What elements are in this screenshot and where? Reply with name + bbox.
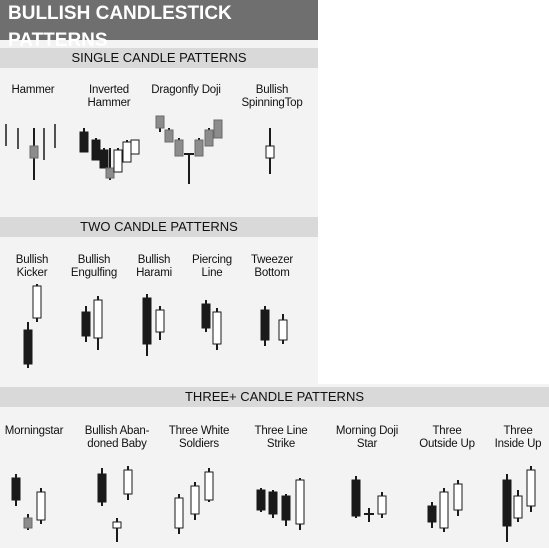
candle-body [174, 497, 184, 529]
label-tweezer-bottom: Tweezer Bottom [250, 254, 294, 279]
candle-body [105, 167, 115, 179]
candle-body [81, 311, 91, 337]
candle-body [23, 517, 33, 529]
candle-body [502, 479, 512, 527]
label-morning-doji-star: Morning Doji Star [335, 425, 399, 450]
candle-body [11, 477, 21, 501]
candle-body [260, 309, 270, 341]
spinning-top-icon [265, 128, 275, 174]
label-dragonfly-doji: Dragonfly Doji [151, 84, 221, 96]
candle-body [351, 479, 361, 517]
tweezer-bottom-icon [260, 306, 288, 346]
candle-body [281, 495, 291, 521]
candle-body [155, 115, 165, 129]
candle-body [97, 473, 107, 503]
candle-body [377, 495, 387, 515]
label-bullish-abandoned-baby: Bullish Aban- doned Baby [84, 425, 150, 450]
candle-body [79, 131, 89, 153]
candle-body [453, 483, 463, 511]
label-three-outside-up: Three Outside Up [419, 425, 475, 450]
candle-body [29, 145, 39, 159]
candle-body [130, 139, 140, 155]
two-heading: TWO CANDLE PATTERNS [0, 217, 318, 237]
three-white-soldiers-icon [174, 468, 214, 534]
bullish-harami-icon [142, 294, 165, 356]
label-hammer: Hammer [11, 84, 55, 96]
candle-body [295, 479, 305, 525]
candle-body [256, 489, 266, 511]
label-morningstar: Morningstar [4, 425, 64, 437]
candle-body [122, 141, 132, 163]
candle-body [265, 145, 275, 159]
candle-body [93, 299, 103, 339]
label-three-line-strike: Three Line Strike [254, 425, 308, 450]
dragonfly-doji-icon [155, 115, 223, 184]
label-three-inside-up: Three Inside Up [494, 425, 542, 450]
label-bullish-spinning-top: Bullish SpinningTop [241, 84, 303, 109]
candle-body [112, 521, 122, 529]
label-bullish-engulfing: Bullish Engulfing [70, 254, 118, 279]
candle-body [32, 285, 42, 319]
candle-body [439, 491, 449, 529]
candle-body [23, 329, 33, 365]
candle-body [91, 139, 101, 161]
bullish-engulfing-icon [81, 296, 103, 350]
label-inverted-hammer: Inverted Hammer [87, 84, 131, 109]
three-line-strike-icon [256, 478, 305, 530]
candle-body [212, 311, 222, 345]
candle-body [194, 139, 204, 157]
candle-body [427, 505, 437, 523]
candle-body [99, 149, 109, 169]
morningstar-icon [11, 474, 46, 530]
candle-body [36, 491, 46, 521]
candle-body [201, 303, 211, 329]
label-three-white-soldiers: Three White Soldiers [168, 425, 230, 450]
candle-body [268, 491, 278, 515]
candle-body [278, 319, 288, 341]
candle-body [142, 297, 152, 345]
hammer-icon [5, 124, 56, 180]
candle-body [164, 129, 174, 143]
candle-body [123, 469, 133, 495]
inverted-hammer-icon [79, 128, 140, 180]
candle-body [513, 495, 523, 519]
label-piercing-line: Piercing Line [192, 254, 232, 279]
abandoned-baby-icon [97, 466, 133, 542]
label-bullish-harami: Bullish Harami [136, 254, 172, 279]
candle-body [190, 485, 200, 515]
two-panel [0, 212, 318, 384]
piercing-line-icon [201, 300, 222, 350]
candle-body [155, 309, 165, 333]
candle-body [174, 139, 184, 157]
candle-body [526, 469, 536, 507]
candle-body [213, 119, 223, 139]
bullish-kicker-icon [23, 284, 42, 368]
page-title: BULLISH CANDLESTICK PATTERNS [0, 0, 318, 51]
candle-body [204, 129, 214, 147]
three-outside-up-icon [427, 480, 463, 532]
three-panel [0, 384, 549, 548]
three-heading: THREE+ CANDLE PATTERNS [0, 387, 549, 407]
candle-body [204, 471, 214, 501]
single-heading: SINGLE CANDLE PATTERNS [0, 48, 318, 68]
morning-doji-star-icon [351, 476, 387, 522]
label-bullish-kicker: Bullish Kicker [15, 254, 49, 279]
three-inside-up-icon [502, 466, 536, 542]
candle-body [113, 149, 123, 173]
